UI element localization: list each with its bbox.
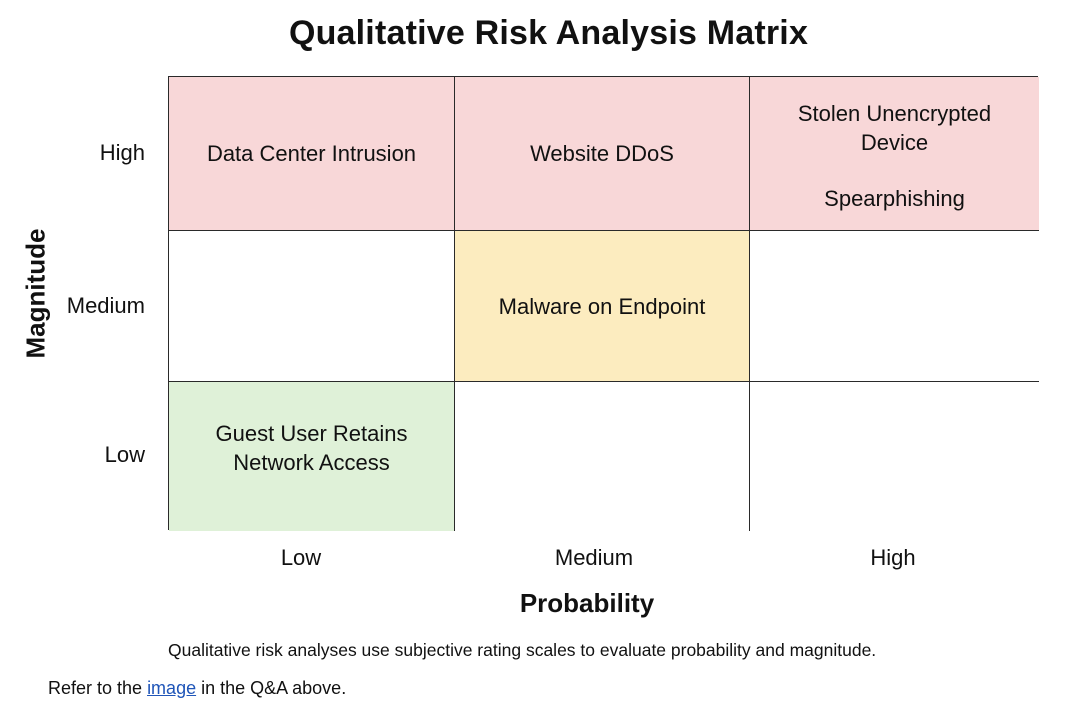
cell-medium-medium: Malware on Endpoint [455, 231, 750, 382]
x-level-high: High [870, 545, 916, 570]
cell-low-high [750, 382, 1039, 531]
risk-matrix: Data Center Intrusion Website DDoS Stole… [168, 76, 1039, 531]
footer-note: Refer to the image in the Q&A above. [48, 678, 346, 699]
image-link[interactable]: image [147, 678, 197, 698]
risk-item: Malware on Endpoint [498, 293, 706, 319]
x-level-medium: Medium [554, 545, 634, 570]
x-axis-title: Probability [519, 588, 655, 618]
cell-medium-high [750, 231, 1039, 382]
risk-item: Guest User Retains Network Access [215, 420, 408, 475]
risk-item: Data Center Intrusion [206, 141, 417, 166]
cell-high-low: Data Center Intrusion [169, 77, 455, 231]
footer-suffix: in the Q&A above. [196, 678, 347, 698]
caption: Qualitative risk analyses use subjective… [168, 640, 877, 660]
risk-item: Stolen Unencrypted Device [797, 101, 992, 155]
risk-item: Website DDoS [530, 141, 674, 166]
y-level-low: Low [104, 442, 145, 467]
cell-medium-low [169, 231, 455, 382]
cell-low-low: Guest User Retains Network Access [169, 382, 455, 531]
cell-high-medium: Website DDoS [455, 77, 750, 231]
y-level-medium: Medium [66, 293, 145, 318]
y-level-high: High [99, 140, 145, 165]
cell-low-medium [455, 382, 750, 531]
diagram-title: Qualitative Risk Analysis Matrix [288, 14, 809, 52]
x-level-low: Low [280, 545, 322, 570]
footer-prefix: Refer to the [48, 678, 148, 698]
risk-item: Spearphishing [824, 186, 965, 211]
cell-high-high: Stolen Unencrypted Device Spearphishing [750, 77, 1039, 231]
